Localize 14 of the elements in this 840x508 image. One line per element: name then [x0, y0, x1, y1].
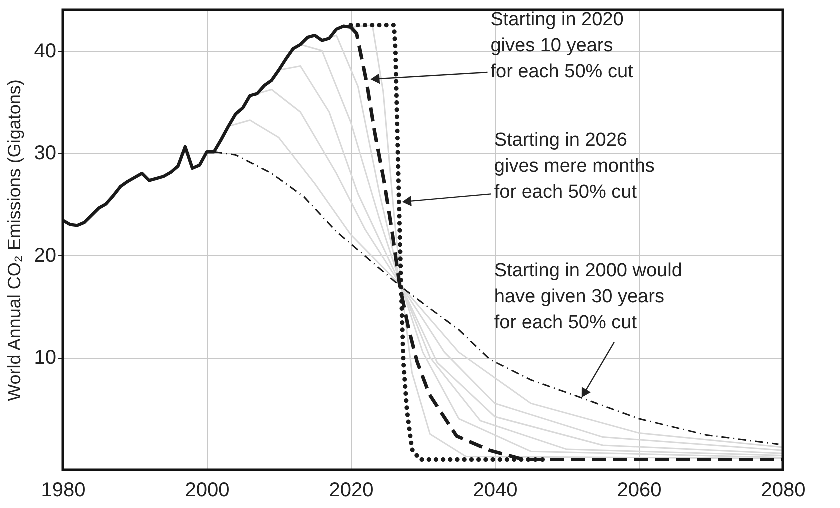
x-tick-label: 2060: [617, 480, 662, 502]
x-tick-label: 2040: [473, 480, 518, 502]
y-tick-label: 20: [34, 244, 56, 267]
annotation: Starting in 2026 gives mere months for each 50% cut: [494, 130, 655, 204]
y-tick-label: 30: [34, 142, 56, 165]
x-tick-label: 2000: [185, 480, 230, 502]
annotation: Starting in 2020 gives 10 years for each 50% cut: [490, 10, 634, 83]
x-tick-label: 2020: [329, 480, 374, 502]
y-tick-label: 10: [34, 347, 56, 370]
y-axis-title: World Annual CO₂ Emissions (Gigatons): [4, 80, 24, 402]
y-tick-label: 40: [34, 40, 56, 62]
annotation: Starting in 2000 would have given 30 years for each 50% cut: [494, 260, 682, 334]
x-tick-label: 1980: [41, 480, 86, 502]
x-tick-label: 2080: [761, 480, 806, 502]
